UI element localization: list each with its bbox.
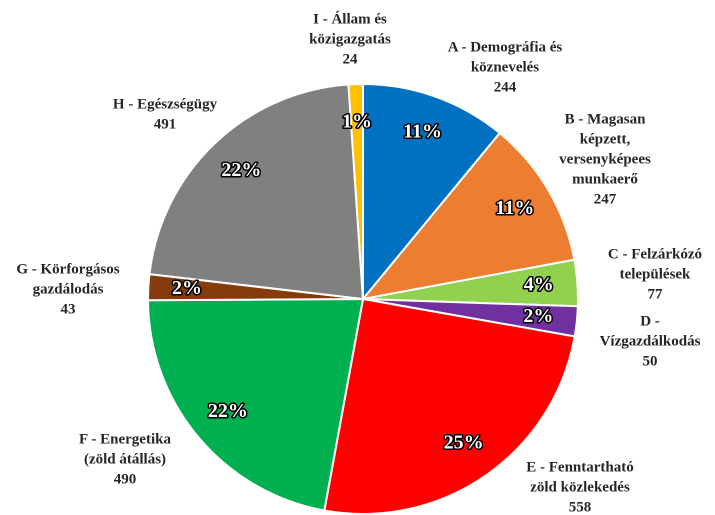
percent-label: 11% (495, 197, 534, 219)
category-label: gazdálodás (33, 281, 104, 297)
category-label: versenyképees (559, 151, 651, 167)
category-label: H - Egészségügy (113, 96, 218, 112)
category-label: zöld közlekedés (530, 479, 630, 495)
percent-label: 2% (523, 305, 553, 327)
percent-label: 22% (221, 159, 261, 181)
category-label: F - Energetika (79, 431, 171, 447)
value-label: 558 (569, 499, 592, 515)
category-label: (zöld átállás) (84, 451, 166, 467)
category-label: C - Felzárkózó (608, 246, 702, 262)
category-label: G - Körforgásos (16, 261, 119, 277)
percent-label: 25% (444, 431, 484, 453)
slice (148, 83, 365, 301)
value-label: 43 (61, 301, 76, 317)
category-label: közigazgatás (309, 31, 391, 47)
value-label: 491 (154, 116, 177, 132)
value-label: 244 (494, 79, 517, 95)
value-label: 247 (594, 191, 617, 207)
category-label: köznevelés (471, 59, 539, 75)
category-label: B - Magasan (565, 111, 646, 127)
category-label: A - Demográfia és (448, 39, 563, 55)
slice (360, 131, 576, 301)
percent-label: 11% (403, 121, 442, 143)
percent-label: 22% (208, 400, 248, 422)
value-label: 490 (114, 471, 137, 487)
percent-label: 2% (172, 277, 202, 299)
category-label: I - Állam és (313, 10, 387, 27)
percent-label: 4% (524, 273, 554, 295)
category-label: D - (640, 313, 660, 329)
value-label: 77 (648, 286, 664, 302)
slice (323, 297, 576, 515)
category-label: képzett, (580, 131, 631, 147)
percent-label: 1% (342, 110, 372, 132)
slice (362, 82, 502, 302)
slice (347, 82, 364, 300)
category-label: E - Fenntartható (526, 459, 634, 475)
category-label: Vízgazdálkodás (600, 333, 701, 349)
category-label: munkaerő (572, 171, 638, 187)
category-label: települések (620, 266, 691, 282)
value-label: 50 (643, 353, 658, 369)
value-label: 24 (343, 51, 359, 67)
slice (146, 297, 365, 512)
